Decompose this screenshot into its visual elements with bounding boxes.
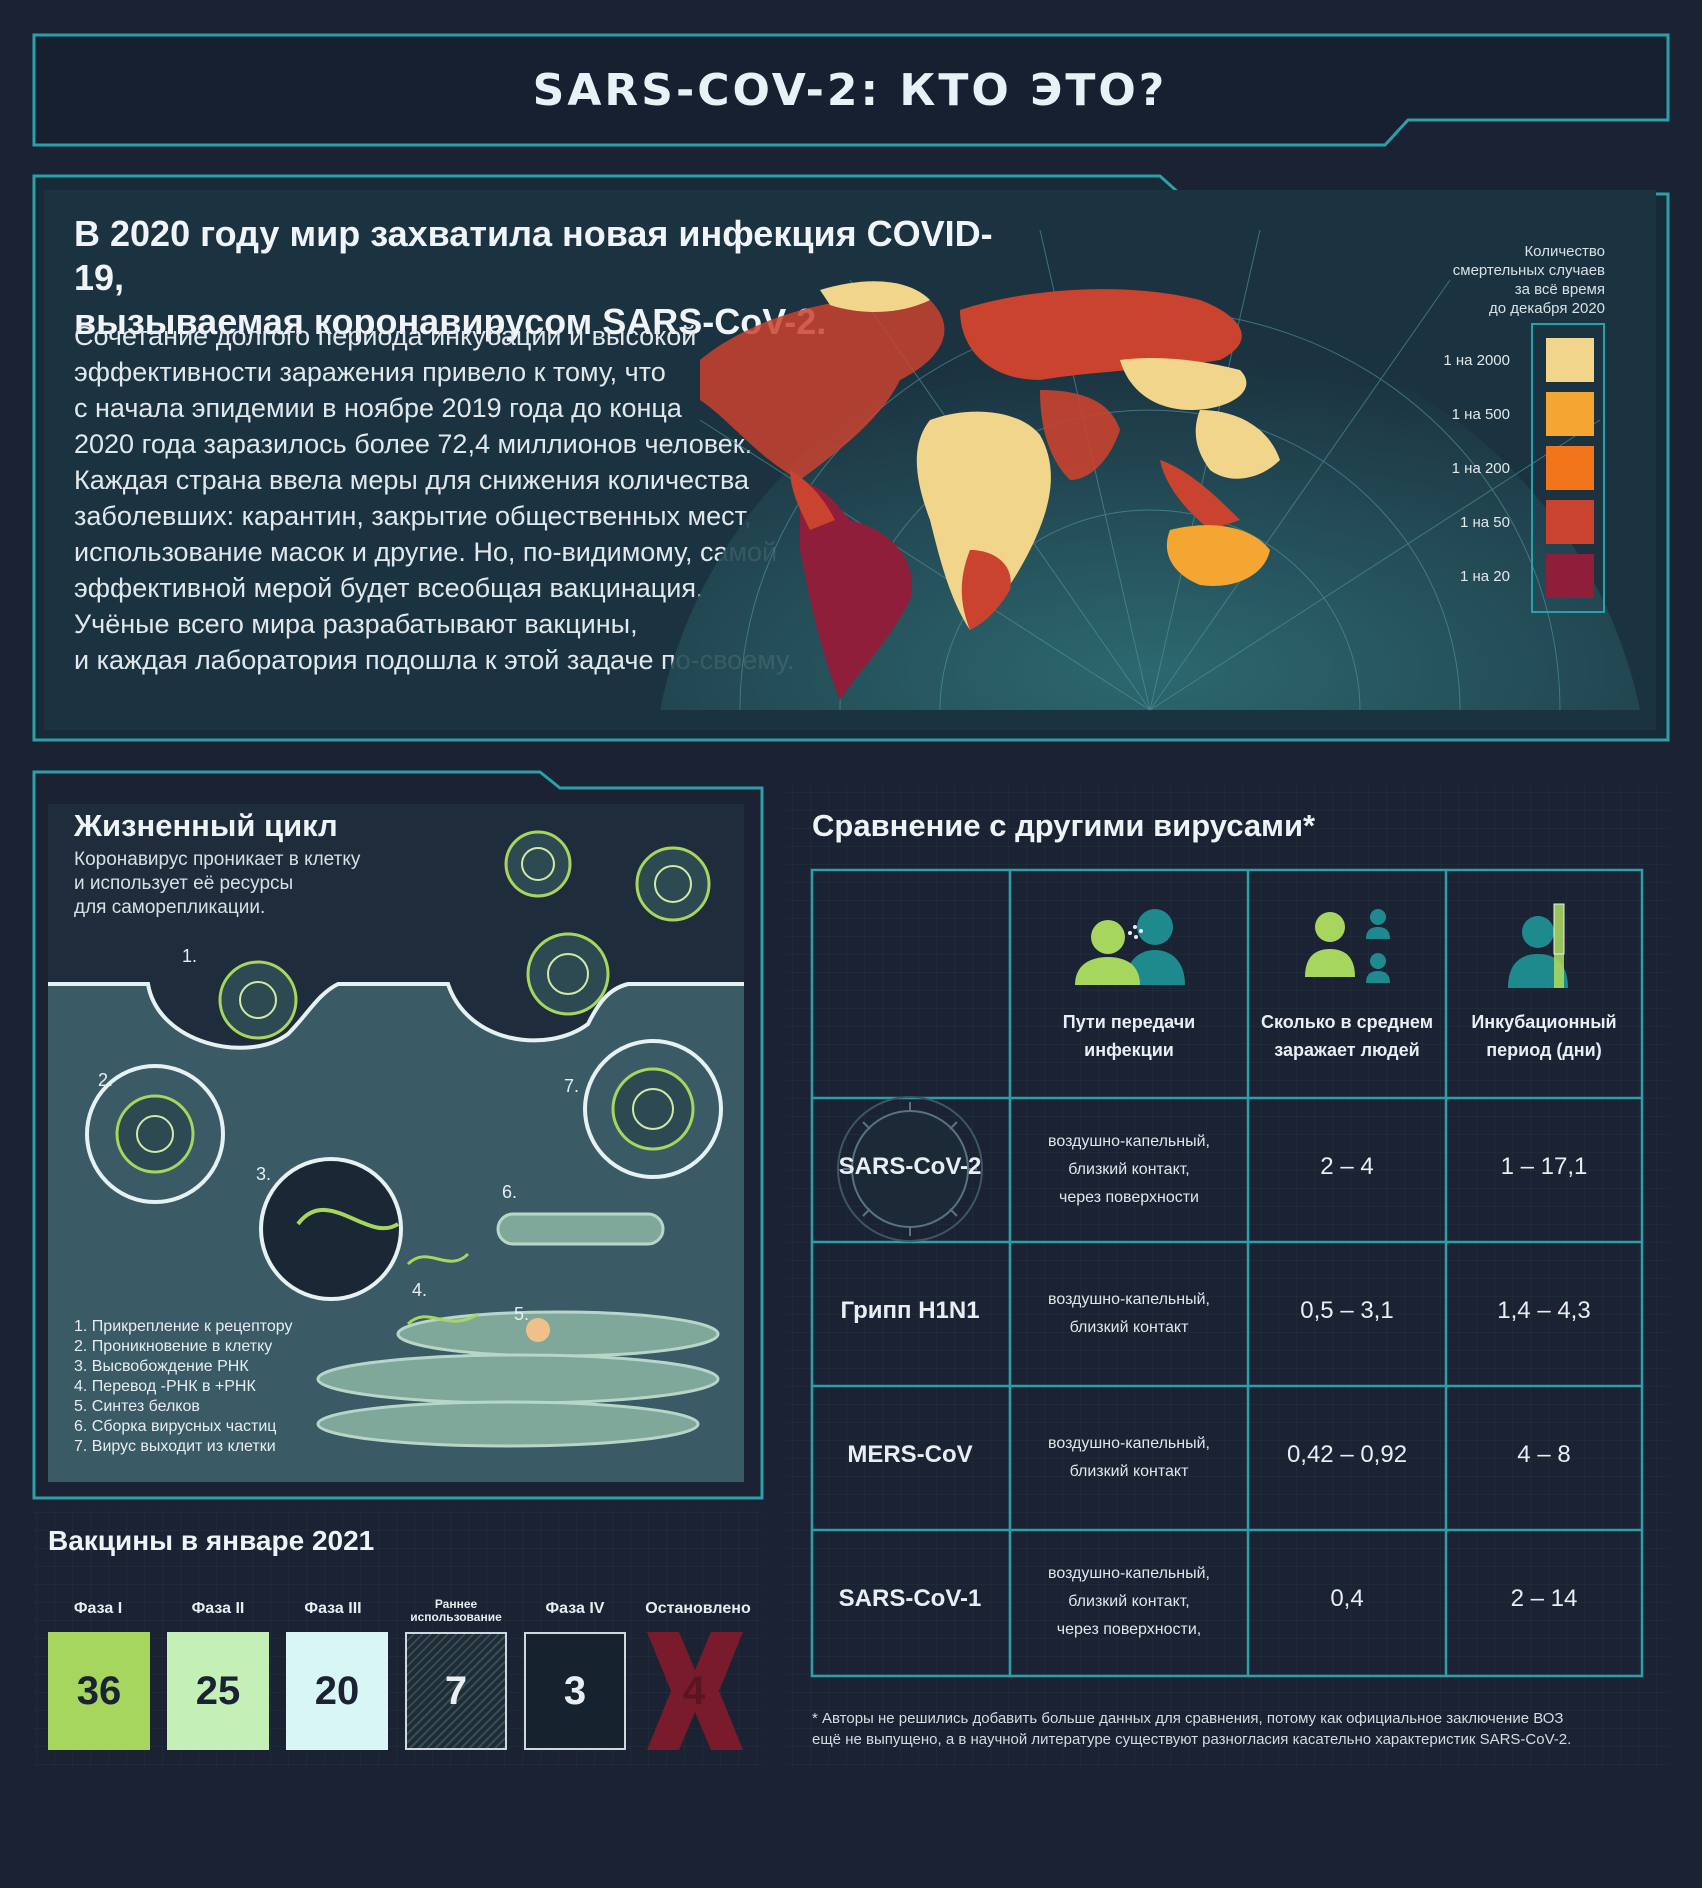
vaccine-count-early-use: 7 <box>405 1632 507 1750</box>
map-legend-title: Количество смертельных случаев за всё вр… <box>1452 243 1605 317</box>
incubation-h1n1: 1,4 – 4,3 <box>1497 1297 1591 1324</box>
vaccine-count-phase-4: 3 <box>524 1632 626 1750</box>
transmission-icon <box>1075 909 1185 985</box>
virus-name-sars-cov-1: SARS-CoV-1 <box>838 1585 982 1612</box>
lifecycle-title: Жизненный цикл <box>74 808 338 843</box>
vaccine-count-phase-2: 25 <box>167 1632 269 1750</box>
column-header-transmission: Пути передачи инфекции <box>1062 1012 1196 1060</box>
list-item: 2. Проникновение в клетку <box>74 1338 273 1355</box>
intro-body: Сочетание долгого периода инкубации и вы… <box>74 321 795 675</box>
list-item: 6. Сборка вирусных частиц <box>74 1418 277 1435</box>
legend-swatch-2 <box>1546 392 1594 436</box>
incubation-mers-cov: 4 – 8 <box>1517 1441 1571 1468</box>
vaccine-phase-label-6: Остановлено <box>645 1600 751 1617</box>
step-number-5: 5. <box>514 1304 530 1324</box>
step-number-4: 4. <box>412 1280 428 1300</box>
incubation-sars-cov-1: 2 – 14 <box>1510 1585 1578 1612</box>
legend-label-4: 1 на 50 <box>1460 514 1510 531</box>
step-number-1: 1. <box>182 946 198 966</box>
transmission-sars-cov-2: воздушно-капельный, близкий контакт, чер… <box>1048 1133 1210 1206</box>
step-number-2: 2. <box>98 1070 114 1090</box>
r0-sars-cov-1: 0,4 <box>1330 1585 1364 1612</box>
sars-cov-2-virus-icon <box>837 1096 983 1242</box>
legend-label-5: 1 на 20 <box>1460 568 1510 585</box>
incubation-icon <box>1508 903 1568 988</box>
vaccine-count-phase-3: 20 <box>286 1632 388 1750</box>
list-item: 4. Перевод -РНК в +РНК <box>74 1378 256 1395</box>
legend-swatch-4 <box>1546 500 1594 544</box>
virus-name-h1n1: Грипп H1N1 <box>840 1297 980 1324</box>
vaccine-phase-label-1: Фаза I <box>73 1600 123 1617</box>
virus-name-sars-cov-2: SARS-CoV-2 <box>838 1153 982 1180</box>
vaccine-count-phase-1: 36 <box>48 1632 150 1750</box>
vaccine-phase-label-3: Фаза III <box>304 1600 362 1617</box>
lifecycle-steps-list: 1. Прикрепление к рецептору 2. Проникнов… <box>74 1317 293 1457</box>
lifecycle-illustration <box>48 830 744 1482</box>
vaccine-phase-label-5: Фаза IV <box>545 1600 605 1617</box>
legend-label-1: 1 на 2000 <box>1443 352 1510 369</box>
legend-swatch-5 <box>1546 554 1594 598</box>
step-number-6: 6. <box>502 1182 518 1202</box>
legend-swatch-1 <box>1546 338 1594 382</box>
transmission-h1n1: воздушно-капельный, близкий контакт <box>1048 1291 1210 1336</box>
map-legend-box <box>1531 323 1605 613</box>
page-title: SARS-COV-2: КТО ЭТО? <box>532 64 1168 116</box>
stopped-cross-icon <box>647 1632 743 1750</box>
world-map <box>660 229 1640 711</box>
virus-name-mers-cov: MERS-CoV <box>847 1441 973 1468</box>
transmission-mers-cov: воздушно-капельный, близкий контакт <box>1048 1435 1210 1480</box>
list-item: 1. Прикрепление к рецептору <box>74 1318 293 1335</box>
column-header-r0: Сколько в среднем заражает людей <box>1260 1012 1434 1060</box>
lifecycle-subtitle: Коронавирус проникает в клетку и использ… <box>74 849 361 918</box>
incubation-sars-cov-2: 1 – 17,1 <box>1500 1153 1588 1180</box>
vaccine-phase-label-2: Фаза II <box>191 1600 245 1617</box>
list-item: 5. Синтез белков <box>74 1398 200 1415</box>
comparison-footnote: * Авторы не решились добавить больше дан… <box>812 1710 1572 1748</box>
list-item: 3. Высвобождение РНК <box>74 1358 249 1375</box>
vaccine-count-stopped: 4 <box>682 1668 706 1713</box>
column-header-incubation: Инкубационный период (дни) <box>1471 1012 1617 1060</box>
list-item: 7. Вирус выходит из клетки <box>74 1438 276 1455</box>
r0-h1n1: 0,5 – 3,1 <box>1300 1297 1394 1324</box>
r0-sars-cov-2: 2 – 4 <box>1320 1153 1374 1180</box>
intro-heading: В 2020 году мир захватила новая инфекция… <box>74 213 993 342</box>
legend-swatch-3 <box>1546 446 1594 490</box>
step-number-7: 7. <box>564 1076 580 1096</box>
legend-label-2: 1 на 500 <box>1451 406 1510 423</box>
comparison-title: Сравнение с другими вирусами* <box>812 808 1316 843</box>
people-icon <box>1305 909 1390 983</box>
vaccine-phase-label-4: Раннее использование <box>410 1597 502 1624</box>
legend-label-3: 1 на 200 <box>1451 460 1510 477</box>
vaccines-title: Вакцины в январе 2021 <box>48 1525 375 1556</box>
r0-mers-cov: 0,42 – 0,92 <box>1286 1441 1408 1468</box>
step-number-3: 3. <box>256 1164 272 1184</box>
transmission-sars-cov-1: воздушно-капельный, близкий контакт, чер… <box>1048 1565 1210 1638</box>
